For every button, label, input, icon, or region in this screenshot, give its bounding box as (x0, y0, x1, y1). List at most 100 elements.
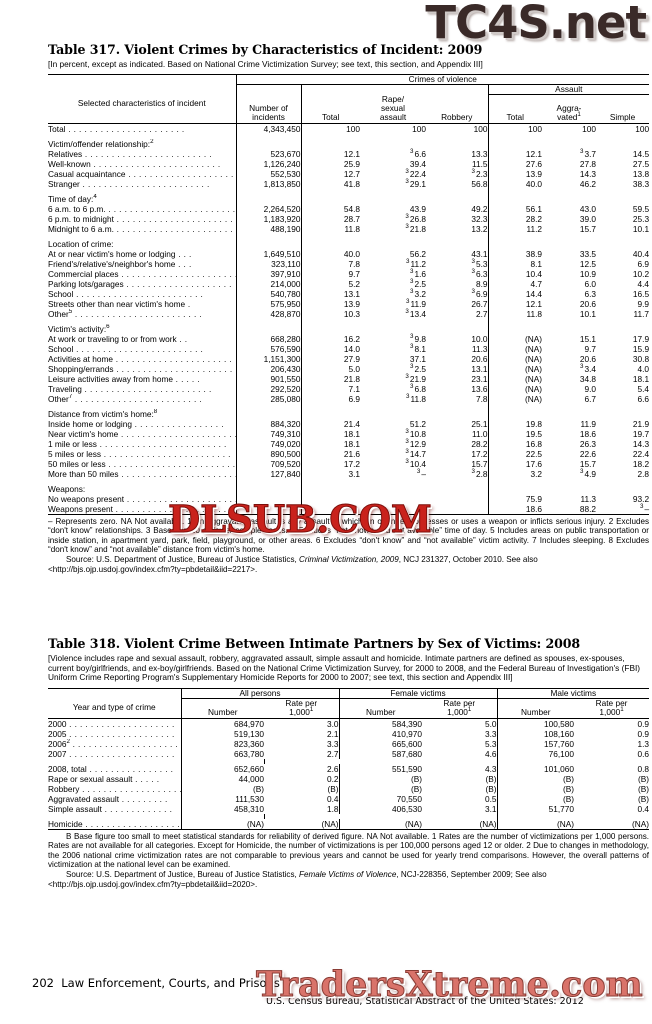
spacer-cell (487, 133, 542, 139)
cell-simple: 30.8 (632, 353, 650, 364)
footnote-ref: 3 (405, 222, 409, 230)
cell-simple: 4.0 (637, 363, 650, 374)
table-row: No weapons present . . . . . . . . . . .… (48, 493, 649, 504)
leader-dots: . . . . . . . . . . . . . . . . . . . . … (105, 458, 236, 469)
cell-assault-total: 8.1 (487, 258, 542, 269)
footnote-ref: 3 (405, 307, 409, 315)
cell-simple: 2.8 (637, 468, 650, 479)
table-318-footnotes: B Base figure too small to meet statisti… (48, 832, 649, 870)
spacer-cell (300, 403, 360, 409)
leader-dots: . . . . . . . . . (119, 793, 168, 804)
row-label: Streets other than near victim's home . (48, 298, 191, 309)
cell-simple: 59.5 (632, 203, 650, 214)
row-label: 5 miles or less . . . . . . . . . . . . … (48, 448, 231, 459)
cell-rape-sexual-assault: 36.6 (410, 147, 426, 159)
table-row: Aggravated assault . . . . . . . . . 111,… (48, 793, 649, 804)
cell-rape-sexual-assault: 3– (416, 467, 426, 479)
section-heading-row: Distance from victim's home:8 (48, 408, 649, 419)
cell-simple: 11.7 (633, 308, 650, 319)
cell-simple: 27.5 (632, 158, 650, 169)
footnote-ref: 3 (416, 467, 421, 475)
section-heading: Weapons: (48, 483, 86, 494)
header-all-rate: Rate per 1,0001 (264, 698, 340, 719)
cell-simple: 38.3 (632, 178, 650, 189)
section-heading-spacer (542, 194, 596, 204)
cell-aggravated: 14.3 (579, 168, 596, 179)
row-label: 2005 . . . . . . . . . . . . . . . . . .… (48, 728, 175, 739)
cell-rape-sexual-assault: 39.4 (409, 158, 426, 169)
table-317-title: Table 317. Violent Crimes by Characteris… (48, 42, 483, 57)
cell-simple: 25.3 (632, 213, 650, 224)
section-heading-spacer (360, 239, 426, 249)
cell-aggravated: 33.4 (580, 362, 596, 374)
cell-total: 21.6 (300, 448, 360, 459)
cell-simple: 14.5 (632, 148, 650, 159)
cell-aggravated: 18.6 (579, 428, 596, 439)
section-heading-spacer (235, 238, 301, 249)
cell-male-number: (NA) (496, 818, 575, 830)
table-row: School . . . . . . . . . . . . . . . . .… (48, 343, 649, 354)
cell-robbery: 20.6 (471, 353, 488, 364)
cell-assault-total: 38.9 (487, 248, 542, 259)
leader-dots: . . . . . . . . . . . . . . . . . . . . … (113, 213, 233, 224)
section-heading-spacer (426, 484, 488, 494)
cell-aggravated: 6.0 (584, 278, 596, 289)
row-label: Inside home or lodging . . . . . . . . .… (48, 418, 224, 429)
section-heading-spacer (487, 323, 542, 334)
footnote-ref: 3 (405, 177, 409, 185)
cell-aggravated: 27.8 (579, 158, 596, 169)
cell-incidents: 1,183,920 (235, 213, 301, 224)
leader-dots: . . . (175, 258, 192, 269)
leader-dots: . . . . . (132, 773, 160, 784)
cell-simple: 100 (596, 122, 650, 134)
row-label: Parking lots/garages . . . . . . . . . .… (48, 278, 232, 289)
footnote-ref: 3 (471, 467, 475, 475)
cell-incidents: 575,950 (235, 298, 301, 309)
leader-dots: . . . . . . . . . . . . . . . . . . . . (66, 728, 175, 739)
section-heading-spacer (487, 408, 542, 419)
header-col-rape-sexual-assault: Rape/ sexual assault (360, 94, 426, 124)
spacer-cell (300, 478, 360, 484)
cell-female-rate: 5.0 (422, 717, 498, 729)
cell-female-rate: (B) (485, 783, 497, 794)
row-label: Stranger . . . . . . . . . . . . . . . .… (48, 178, 210, 189)
cell-all-persons-rate: 2.6 (326, 763, 339, 774)
cell-incidents: 540,780 (235, 288, 301, 299)
row-label: 50 miles or less . . . . . . . . . . . .… (48, 458, 236, 469)
table-row: At work or traveling to or from work . .… (48, 333, 649, 344)
footnote-ref: 2 (66, 738, 70, 745)
cell-assault-total: 13.9 (487, 168, 542, 179)
cell-rape-sexual-assault: 310.8 (405, 427, 426, 439)
cell-rape-sexual-assault: 31.6 (410, 267, 426, 279)
cell-simple: 40.4 (632, 248, 650, 259)
cell-rape-sexual-assault: 37.1 (409, 353, 426, 364)
cell-robbery: 32.8 (471, 467, 488, 479)
cell-assault-total: 3.2 (487, 468, 542, 479)
cell-female-number: 584,390 (338, 717, 423, 729)
cell-female-number: 551,590 (338, 763, 423, 774)
table-row: More than 50 miles . . . . . . . . . . .… (48, 467, 650, 479)
section-heading-spacer (596, 194, 649, 204)
cell-assault-total: (NA) (487, 353, 542, 364)
footnote-ref: 3 (410, 287, 414, 295)
cell-female-rate: 0.5 (484, 793, 497, 804)
cell-total: 41.8 (300, 178, 360, 189)
spacer-cell (235, 133, 301, 139)
header-stub: Year and type of crime (48, 698, 181, 719)
leader-dots: . . . . . . . . . . . . . . . . . . . . … (124, 493, 236, 504)
leader-dots: . . . . . . . . . . . . . . . . . . . . … (125, 168, 236, 179)
cell-rape-sexual-assault: 43.9 (409, 203, 426, 214)
spacer-cell (235, 318, 301, 324)
cell-total: 5.0 (300, 363, 360, 374)
footnote-ref: 3 (405, 457, 409, 465)
section-heading-spacer (360, 409, 426, 419)
cell-assault-total: 10.4 (487, 268, 542, 279)
section-heading-spacer (426, 139, 488, 149)
row-label: At or near victim's home or lodging . . … (48, 248, 192, 259)
cell-all-persons-number: 663,780 (180, 748, 264, 759)
leader-dots: . . . . . . . . . . . . . . . . . . . . (66, 718, 175, 729)
header-female-number: Number (338, 698, 423, 719)
cell-simple: 21.9 (632, 418, 650, 429)
cell-total: 10.3 (300, 308, 360, 319)
section-heading-spacer (487, 238, 542, 249)
